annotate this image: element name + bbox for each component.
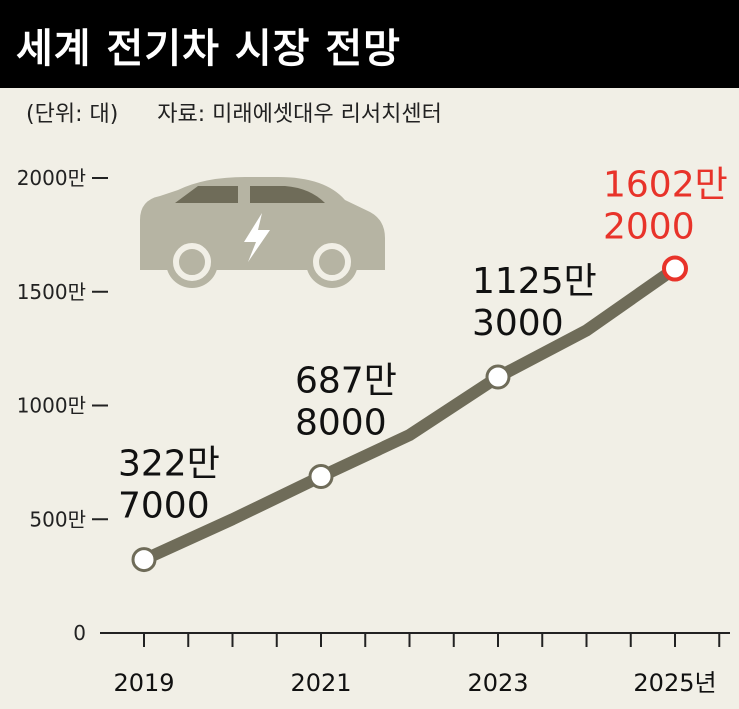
car-wheel-front-inner (313, 243, 351, 281)
data-label-value-rest: 2000 (603, 206, 695, 247)
data-label-value: 1125만 (472, 261, 597, 302)
y-tick-label: 2000만 (17, 166, 86, 190)
data-label-value-rest: 3000 (472, 303, 564, 344)
y-tick-label: 500만 (29, 507, 86, 531)
x-tick-label: 2019 (113, 669, 174, 697)
data-point (308, 464, 334, 490)
data-label-value: 1602만 (603, 164, 728, 205)
x-axis-ticks: 2019 2021 2023 2025년 (113, 633, 721, 697)
x-tick-label: 2025년 (633, 669, 716, 697)
data-label-value-rest: 7000 (118, 486, 210, 527)
electric-car-icon (140, 177, 385, 288)
chart-subtitle: (단위: 대) 자료: 미래에셋대우 리서치센터 (26, 96, 442, 128)
lightning-bolt-icon (244, 213, 270, 262)
data-label-value: 687만 (295, 361, 397, 402)
data-label-value: 322만 (118, 444, 220, 485)
unit-note: (단위: 대) (26, 102, 119, 127)
data-point (662, 255, 688, 282)
y-tick-label: 1000만 (17, 394, 86, 418)
y-tick-label: 0 (73, 621, 86, 645)
x-tick-label: 2021 (290, 669, 351, 697)
chart-title: 세계 전기차 시장 전망 (16, 26, 401, 72)
points-layer (131, 255, 688, 573)
chart-header: 세계 전기차 시장 전망 (0, 0, 739, 88)
car-window-front (250, 186, 325, 203)
x-tick-label: 2023 (467, 669, 528, 697)
car-window-rear (175, 186, 238, 203)
series-layer (138, 262, 681, 566)
data-label-value-rest: 8000 (295, 403, 387, 444)
car-wheel-rear-inner (173, 243, 211, 281)
source-note: 자료: 미래에셋대우 리서치센터 (157, 102, 442, 127)
y-axis-ticks: 0 500만 1000만 1500만 2000만 (17, 166, 108, 645)
series-line (138, 262, 681, 566)
data-point (485, 364, 511, 390)
y-tick-label: 1500만 (17, 280, 86, 304)
data-point (131, 547, 157, 573)
